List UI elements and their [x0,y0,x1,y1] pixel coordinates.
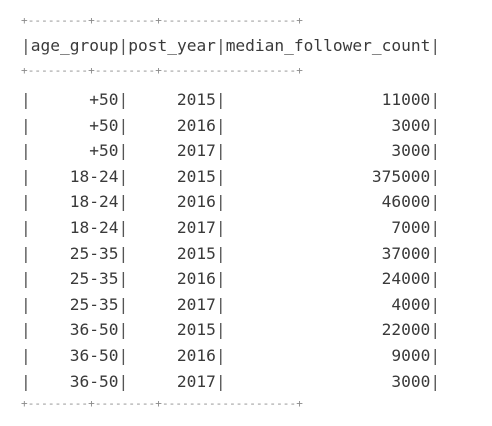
cell-age-group: +50 [89,115,119,135]
cell-age-group: 36-50 [69,345,119,365]
cell-post-year: 2017 [176,294,216,314]
table-row: | +50| 2015| 11000| [21,87,481,113]
table-row: | 18-24| 2016| 46000| [21,189,481,215]
table-row: | +50| 2016| 3000| [21,113,481,139]
cell-median-follower-count: 37000 [381,243,431,263]
cell-post-year: 2015 [176,166,216,186]
cell-median-follower-count: 46000 [381,192,431,212]
cell-post-year: 2017 [176,371,216,391]
cell-age-group: 36-50 [69,320,119,340]
table-border-header: +---------+---------+-------------------… [21,64,303,77]
cell-median-follower-count: 7000 [391,217,431,237]
cell-age-group: 25-35 [69,294,119,314]
table-row: | 25-35| 2015| 37000| [21,241,481,267]
table-row: | 18-24| 2017| 7000| [21,215,481,241]
column-header-age-group: age_group [30,36,119,55]
table-border-top: +---------+---------+-------------------… [21,14,303,27]
cell-post-year: 2016 [176,115,216,135]
cell-post-year: 2015 [176,320,216,340]
table-row: | 36-50| 2015| 22000| [21,317,481,343]
cell-median-follower-count: 3000 [391,371,431,391]
cell-median-follower-count: 375000 [371,166,431,186]
cell-post-year: 2017 [176,141,216,161]
cell-age-group: +50 [89,90,119,109]
cell-median-follower-count: 3000 [391,115,431,135]
cell-post-year: 2016 [176,192,216,212]
cell-median-follower-count: 3000 [391,141,431,161]
cell-post-year: 2016 [176,345,216,365]
cell-median-follower-count: 9000 [391,345,431,365]
column-header-post-year: post_year [128,36,216,55]
cell-median-follower-count: 24000 [381,269,431,289]
table-body: | +50| 2015| 11000| | +50| 2016| 3000| | +50| 2017… [21,87,481,394]
query-output: +---------+---------+-------------------… [21,11,481,414]
table-row: | 36-50| 2017| 3000| [21,369,481,395]
cell-age-group: 18-24 [69,217,119,237]
cell-age-group: 18-24 [69,166,119,186]
cell-post-year: 2015 [176,243,216,263]
cell-median-follower-count: 11000 [381,90,431,109]
cell-age-group: 36-50 [69,371,119,391]
cell-median-follower-count: 4000 [391,294,431,314]
cell-age-group: 25-35 [69,269,119,289]
table-row: | 25-35| 2017| 4000| [21,292,481,318]
cell-median-follower-count: 22000 [381,320,431,340]
table-row: | 18-24| 2015| 375000| [21,164,481,190]
table-border-bottom: +---------+---------+-------------------… [21,397,303,411]
table-header-row: |age_group|post_year|median_follower_cou… [21,36,441,55]
cell-post-year: 2016 [176,269,216,289]
column-header-median-follower-count: median_follower_count [225,36,431,55]
cell-post-year: 2015 [176,90,216,109]
cell-age-group: +50 [89,141,119,161]
table-row: | +50| 2017| 3000| [21,138,481,164]
table-row: | 36-50| 2016| 9000| [21,343,481,369]
cell-age-group: 25-35 [69,243,119,263]
cell-age-group: 18-24 [69,192,119,212]
cell-post-year: 2017 [176,217,216,237]
table-row: | 25-35| 2016| 24000| [21,266,481,292]
